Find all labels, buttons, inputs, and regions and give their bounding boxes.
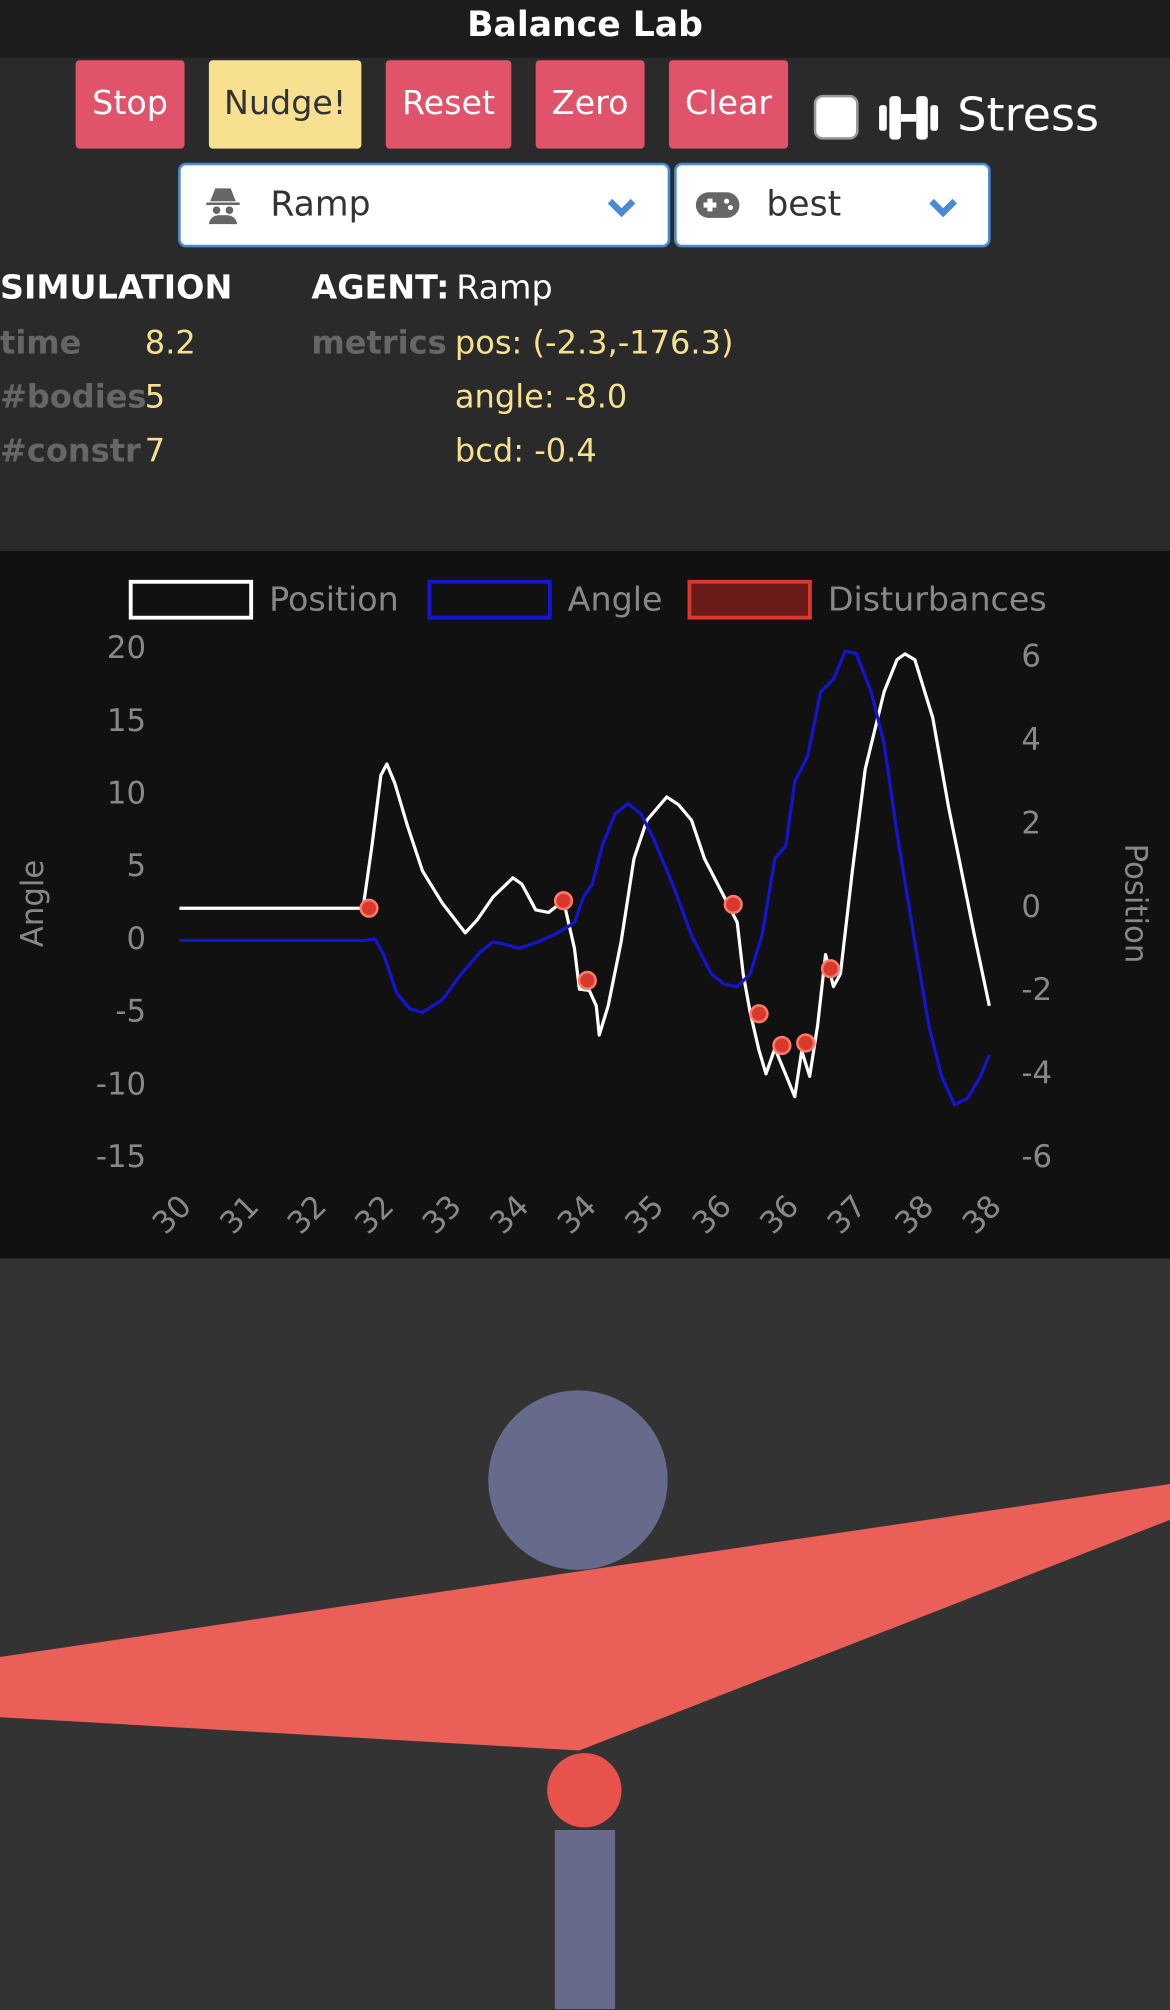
agent-select-text: Ramp <box>270 184 371 225</box>
metric: bcd: -0.4 <box>454 431 597 470</box>
ball <box>488 1390 668 1570</box>
simulation-view <box>0 1258 1170 2010</box>
clear-button[interactable]: Clear <box>668 60 789 149</box>
agent-name: Ramp <box>456 269 553 308</box>
y2-tick-label: -6 <box>1021 1139 1052 1175</box>
sim-value: 8.2 <box>144 324 196 362</box>
metric: angle: -8.0 <box>454 378 628 416</box>
pivot <box>547 1753 622 1828</box>
chevron <box>929 198 957 218</box>
sim-value: 5 <box>144 378 166 416</box>
y2-tick-label: 6 <box>1021 639 1041 675</box>
stress-checkbox[interactable] <box>813 94 859 140</box>
chevron <box>607 198 636 218</box>
x-tick-label: 30 <box>146 1188 199 1241</box>
y-tick-label: 20 <box>107 630 146 666</box>
disturbance-point <box>796 1033 816 1053</box>
y2-tick-label: -2 <box>1021 972 1052 1008</box>
disturbance-point <box>749 1004 769 1024</box>
x-tick-label: 32 <box>281 1188 334 1241</box>
sim-label: #bodies <box>0 378 147 416</box>
legend-swatch <box>128 579 254 620</box>
y2-tick-label: 2 <box>1021 805 1041 841</box>
x-tick-label: 38 <box>956 1188 1009 1241</box>
y-tick-label: -5 <box>115 994 146 1030</box>
y2-tick-label: 0 <box>1021 889 1041 925</box>
y-axis-label: Angle <box>15 860 51 948</box>
x-tick-label: 34 <box>483 1188 536 1241</box>
y2-tick-label: -4 <box>1021 1056 1052 1092</box>
y-tick-label: 15 <box>107 703 146 739</box>
series-line <box>179 652 991 1099</box>
stress-label: Stress <box>957 89 1100 143</box>
agent-select[interactable]: Ramp <box>178 162 671 248</box>
x-tick-label: 32 <box>348 1188 401 1241</box>
y-tick-label: -15 <box>96 1139 146 1175</box>
metrics-label: metrics <box>311 324 447 362</box>
sim-label: time <box>0 324 82 362</box>
y-tick-label: 5 <box>127 848 147 884</box>
pole <box>554 1829 616 2010</box>
disturbance-point <box>820 959 841 979</box>
controller-select-text: best <box>766 184 842 225</box>
y-tick-label: 10 <box>107 776 146 812</box>
y-tick-label: 0 <box>127 921 147 957</box>
y-tick-label: -10 <box>96 1066 146 1102</box>
agent-heading: AGENT: <box>311 269 450 308</box>
legend-label: Disturbances <box>828 580 1047 619</box>
x-tick-label: 37 <box>821 1188 874 1241</box>
sim-label: #constr <box>0 431 141 470</box>
sim-value: 7 <box>144 431 166 470</box>
zero-button[interactable]: Zero <box>535 60 645 149</box>
stop-button[interactable]: Stop <box>75 60 185 149</box>
header-title: Balance Lab <box>0 0 1170 58</box>
legend-swatch <box>687 579 812 620</box>
y2-tick-label: 4 <box>1021 722 1041 758</box>
x-tick-label: 36 <box>753 1188 806 1241</box>
x-tick-label: 33 <box>416 1188 469 1241</box>
x-tick-label: 38 <box>888 1188 941 1241</box>
disturbance-point <box>772 1035 792 1056</box>
gamepad-icon <box>695 192 740 218</box>
plank <box>0 1483 1170 1751</box>
legend-swatch <box>427 579 552 620</box>
disturbance-point <box>577 970 597 991</box>
metric: pos: (-2.3,-176.3) <box>454 324 734 362</box>
disturbance-point <box>359 898 379 918</box>
legend-label: Position <box>269 580 399 619</box>
spy-icon <box>206 188 240 225</box>
disturbance-point <box>553 891 574 911</box>
chart: -15 -10 -5 0 5 10 15 20 -6 -4 -2 0 2 4 6 30 31 32 32 33 34 34… <box>0 551 1170 1259</box>
x-tick-label: 35 <box>618 1188 671 1241</box>
x-tick-label: 36 <box>686 1188 739 1241</box>
x-tick-label: 34 <box>551 1188 604 1241</box>
nudge-button[interactable]: Nudge! <box>208 60 362 149</box>
disturbance-point <box>723 894 743 915</box>
series-line <box>179 649 991 1107</box>
dumbbell-icon <box>879 96 939 140</box>
legend-label: Angle <box>568 580 663 619</box>
simulation-heading: SIMULATION <box>0 269 233 308</box>
controller-select[interactable]: best <box>674 162 991 248</box>
x-tick-label: 31 <box>213 1188 266 1241</box>
reset-button[interactable]: Reset <box>385 60 512 149</box>
y2-axis-label: Position <box>1118 844 1154 964</box>
